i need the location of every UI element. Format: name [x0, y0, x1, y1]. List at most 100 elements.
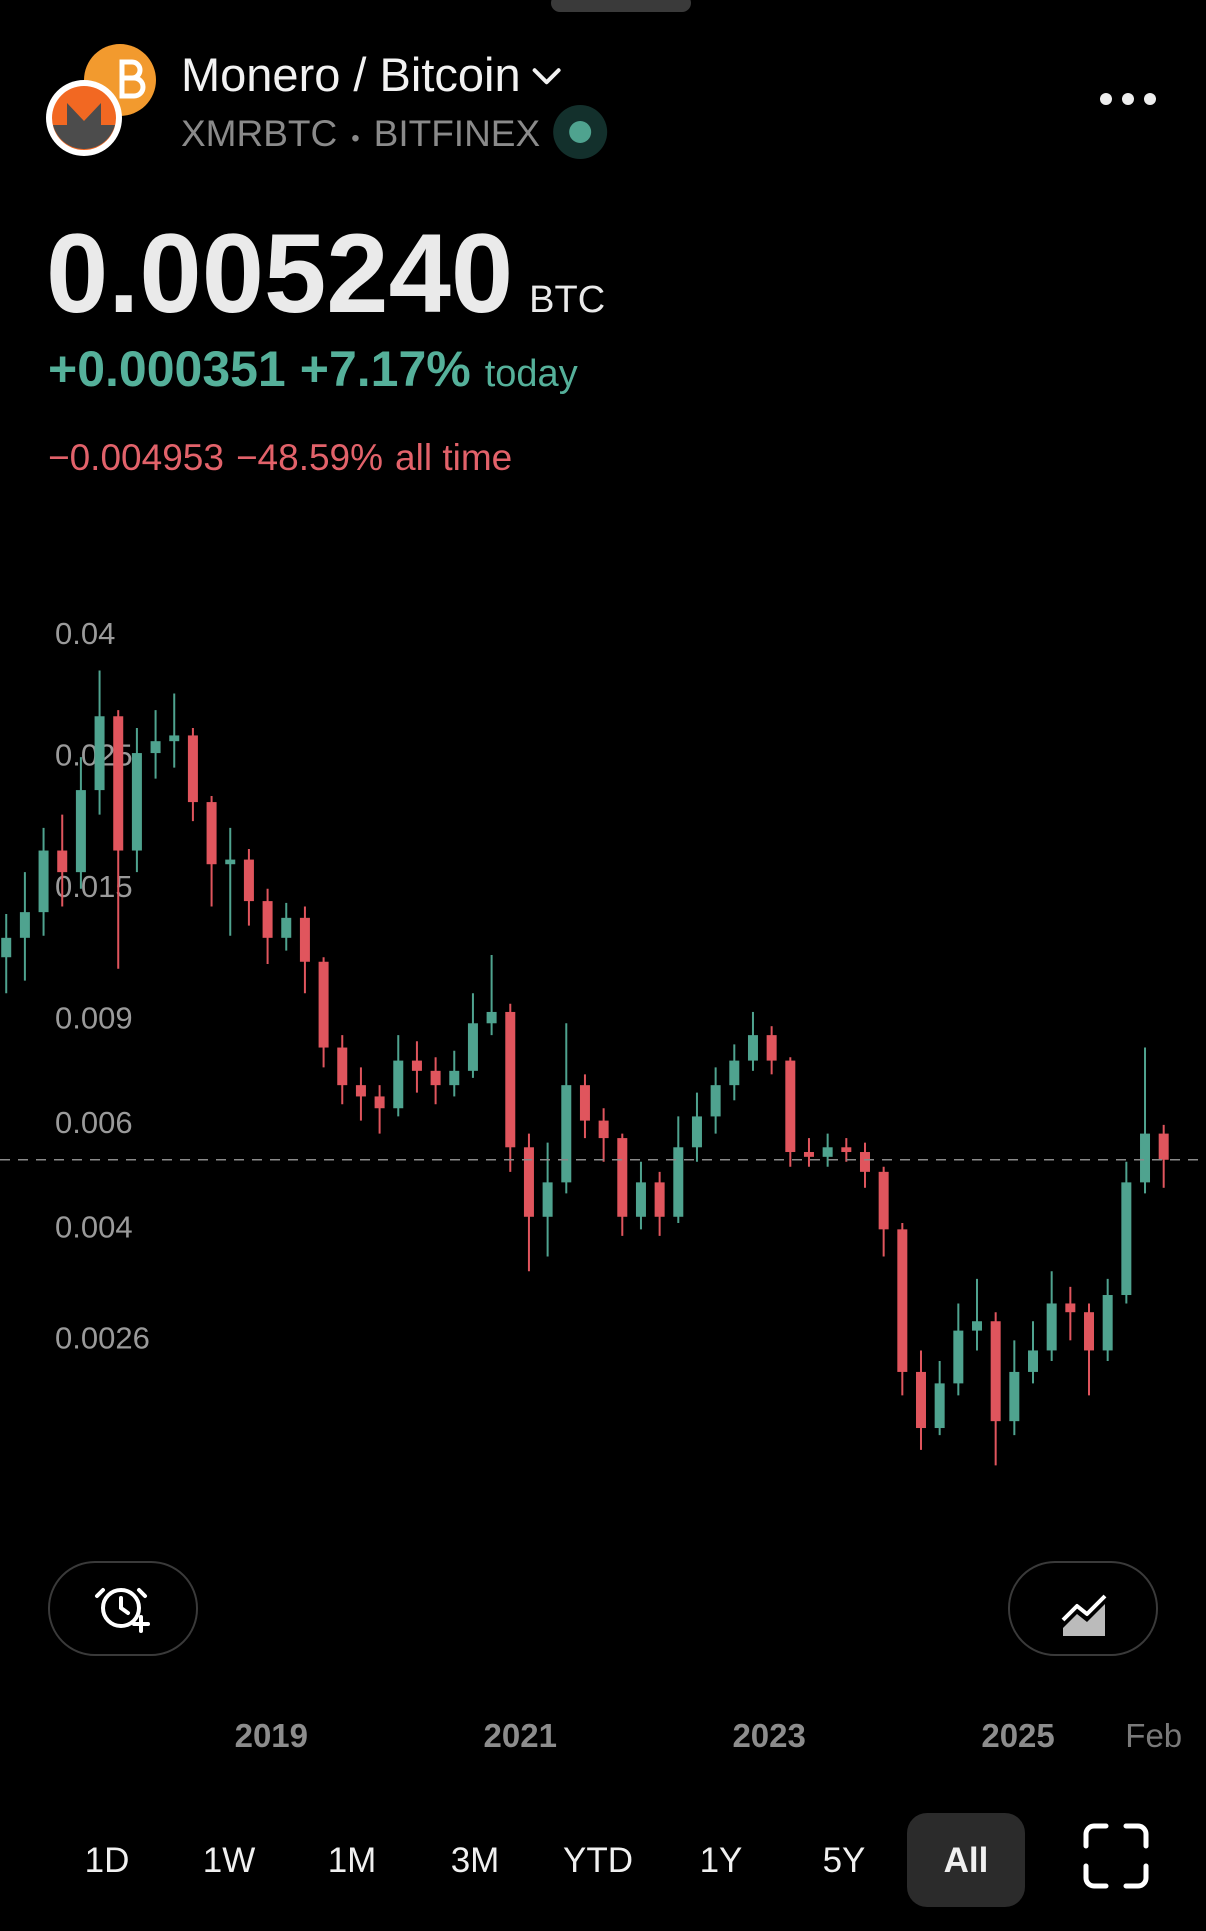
candle-body	[747, 1035, 758, 1061]
range-button[interactable]: 3M	[451, 1841, 500, 1880]
change: +0.000351	[48, 341, 286, 397]
candle-body	[1065, 1303, 1076, 1313]
y-tick-label: 0.0026	[55, 1321, 150, 1356]
range-button[interactable]: 1Y	[700, 1841, 743, 1880]
candle-body	[803, 1152, 814, 1157]
more-dot	[1144, 93, 1156, 105]
candle-body	[934, 1383, 945, 1429]
drag-handle[interactable]	[551, 0, 691, 12]
title[interactable]: Monero / Bitcoin	[181, 48, 521, 101]
range-button[interactable]: 5Y	[823, 1841, 866, 1880]
alert-button[interactable]	[48, 1561, 198, 1656]
subtitle: XMRBTC • BITFINEX	[181, 113, 540, 154]
chart-style-button[interactable]	[1008, 1561, 1158, 1656]
candle-body	[486, 1011, 497, 1024]
price: 0.005240	[46, 211, 513, 336]
candle-body	[673, 1147, 684, 1217]
all-time-change: −0.004953	[48, 437, 224, 478]
range-button[interactable]: 1M	[328, 1841, 377, 1880]
candle-body	[1084, 1312, 1095, 1351]
change-line: +0.000351 +7.17% today	[48, 341, 578, 397]
live-indicator	[553, 105, 608, 159]
separator: •	[351, 125, 359, 152]
symbol: XMRBTC	[181, 113, 337, 154]
candle-body	[281, 917, 292, 938]
more-menu[interactable]	[1100, 93, 1156, 105]
bitcoin-glyph	[119, 59, 146, 99]
candle-body	[187, 735, 198, 803]
candle-body	[169, 735, 180, 742]
x-tick-label: 2025	[981, 1717, 1054, 1754]
candle-body	[243, 859, 254, 902]
candle-body	[355, 1085, 366, 1097]
candle-body	[1158, 1133, 1169, 1160]
coin-icons	[46, 44, 156, 156]
candle-body	[654, 1182, 665, 1217]
candle-body	[785, 1060, 796, 1153]
range-selected-bg	[907, 1813, 1025, 1907]
chart-style-icon	[1061, 1594, 1107, 1622]
y-tick-label: 0.006	[55, 1105, 133, 1140]
range-button[interactable]: 1W	[203, 1841, 256, 1880]
candle-body	[617, 1138, 628, 1217]
candle-body	[1, 937, 12, 958]
candle-body	[1140, 1133, 1151, 1183]
more-dot	[1122, 93, 1134, 105]
candle-body	[1121, 1182, 1132, 1296]
candle-body	[150, 741, 161, 754]
candle-body	[19, 912, 30, 938]
y-tick-label: 0.04	[55, 616, 115, 651]
candle-body	[113, 716, 124, 851]
candle-body	[393, 1060, 404, 1109]
candle-body	[822, 1147, 833, 1157]
candle-body	[318, 961, 329, 1048]
currency: BTC	[529, 279, 605, 321]
y-tick-label: 0.009	[55, 1001, 133, 1036]
fullscreen-button[interactable]	[1083, 1823, 1149, 1889]
x-tick-label: Feb	[1125, 1717, 1182, 1754]
range-selector: 1D 1W 1M 3M YTD 1Y 5Y All	[85, 1813, 1025, 1907]
all-time-label: all time	[395, 437, 512, 478]
exchange: BITFINEX	[374, 113, 541, 154]
candle-body	[542, 1182, 553, 1217]
candle-body	[953, 1330, 964, 1384]
candle-body	[299, 917, 310, 962]
candle-body	[430, 1070, 441, 1086]
candle-body	[94, 716, 105, 791]
candle-body	[635, 1182, 646, 1217]
candle-body	[897, 1229, 908, 1372]
candle-body	[710, 1085, 721, 1117]
candle-body	[38, 850, 49, 913]
x-tick-label: 2023	[732, 1717, 805, 1754]
candle-body	[1009, 1371, 1020, 1422]
candle-body	[990, 1321, 1001, 1422]
candle-body	[131, 753, 142, 851]
range-button[interactable]: All	[944, 1841, 989, 1880]
all-time-percent: −48.59%	[236, 437, 383, 478]
candle-body	[729, 1060, 740, 1086]
range-button[interactable]: 1D	[85, 1841, 130, 1880]
candle-body	[841, 1147, 852, 1153]
candle-body	[206, 802, 217, 865]
candle-body	[561, 1085, 572, 1183]
title-chevron[interactable]	[532, 68, 561, 85]
candle-body	[1028, 1350, 1039, 1372]
alert-icon-details	[95, 1588, 150, 1633]
more-dot	[1100, 93, 1112, 105]
candle-body	[1102, 1295, 1113, 1351]
candle-body	[878, 1171, 889, 1230]
change-percent: +7.17%	[300, 341, 471, 397]
candle-body	[374, 1096, 385, 1109]
x-tick-label: 2019	[235, 1717, 308, 1754]
period: today	[485, 353, 578, 395]
range-button[interactable]: YTD	[563, 1841, 633, 1880]
candle-body	[225, 859, 236, 865]
candle-body	[915, 1371, 926, 1429]
candle-body	[579, 1085, 590, 1121]
live-indicator-dot	[569, 121, 592, 143]
monero-glyph	[53, 103, 115, 150]
candle-body	[766, 1035, 777, 1061]
